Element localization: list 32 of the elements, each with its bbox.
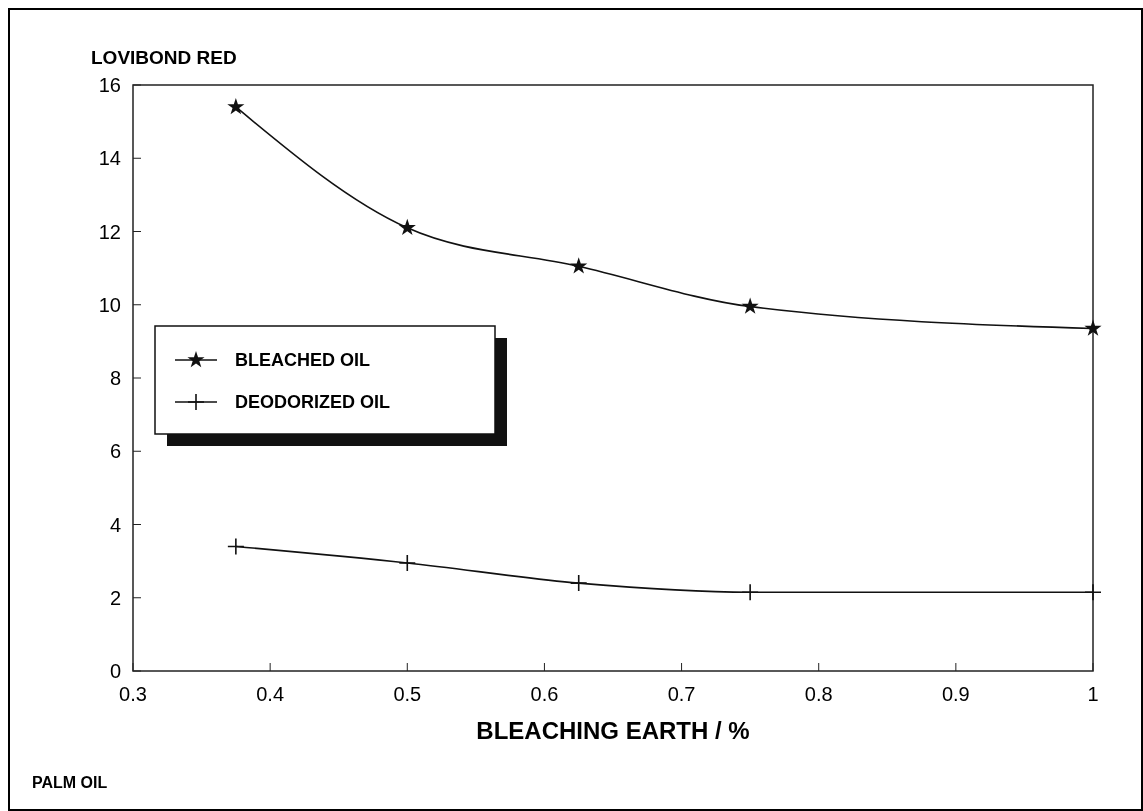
x-tick-label: 0.4 <box>256 683 285 705</box>
y-tick-label: 10 <box>98 293 121 316</box>
x-tick-label: 0.6 <box>530 683 559 705</box>
y-tick-label: 8 <box>109 367 121 389</box>
point <box>569 574 588 592</box>
legend-label: DEODORIZED OIL <box>235 392 391 413</box>
x-tick-label: 0.9 <box>941 683 970 705</box>
x-tick-label: 0.7 <box>667 683 696 705</box>
y-tick-label: 12 <box>98 220 121 243</box>
x-tick-label: 0.3 <box>119 683 147 705</box>
legend-label: BLEACHED OIL <box>235 350 370 371</box>
point <box>398 218 416 236</box>
y-tick-label: 4 <box>109 513 121 536</box>
x-tick-label: 0.8 <box>804 683 833 705</box>
point <box>1084 583 1102 602</box>
y-tick-label: 16 <box>98 74 121 96</box>
x-axis-title: BLEACHING EARTH / % <box>476 717 750 744</box>
y-axis-title: LOVIBOND RED <box>91 47 237 68</box>
point <box>227 97 245 115</box>
point <box>227 537 245 556</box>
point <box>570 257 588 274</box>
x-tick-label: 1 <box>1087 683 1099 705</box>
y-tick-label: 6 <box>109 440 121 463</box>
point <box>398 554 417 572</box>
y-tick-label: 14 <box>98 147 121 170</box>
y-tick-label: 0 <box>109 660 121 682</box>
point <box>741 583 759 602</box>
x-tick-label: 0.5 <box>393 683 422 705</box>
point <box>741 297 759 314</box>
point <box>1084 319 1102 336</box>
text: PALM OIL <box>32 774 108 791</box>
y-tick-label: 2 <box>109 586 121 609</box>
